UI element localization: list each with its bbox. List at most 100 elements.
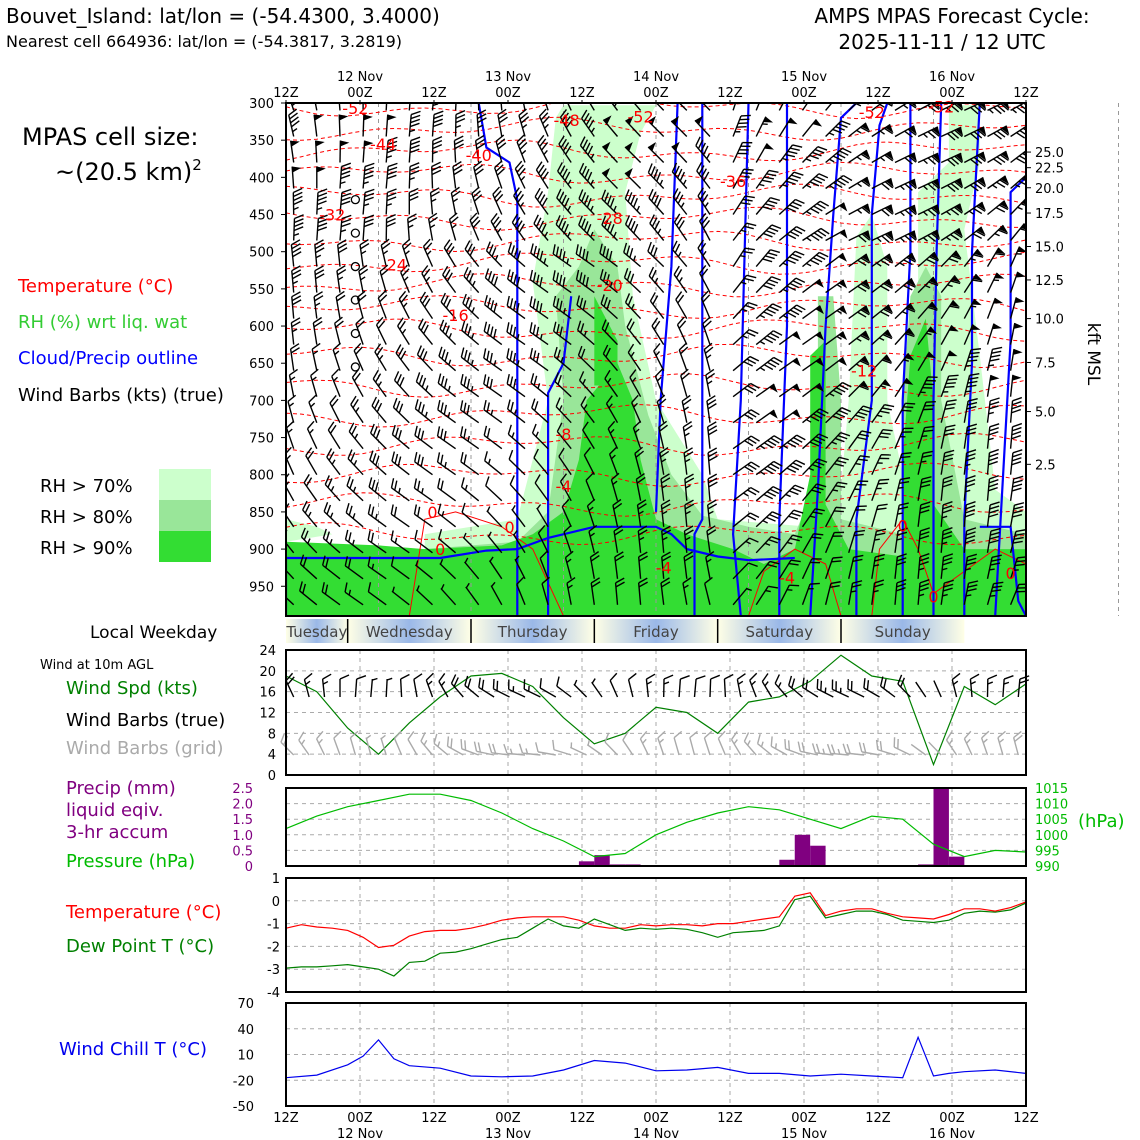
barb-staff (653, 350, 665, 372)
barb-half-flag (654, 277, 659, 284)
wind-barb (940, 275, 961, 294)
barb-pennant (884, 304, 894, 314)
barb-staff (915, 681, 927, 698)
barb-staff (645, 679, 649, 698)
kft-tick-label: 2.5 (1035, 458, 1056, 473)
barb-flag (920, 505, 930, 510)
wind-barb (338, 114, 349, 137)
barb-staff (670, 103, 688, 111)
temperature-contour (286, 295, 1026, 319)
wind-barb (647, 163, 665, 189)
barb-flag (489, 326, 494, 337)
wind-barb (362, 214, 375, 241)
barb-flag (507, 679, 510, 690)
barb-flag (561, 168, 568, 178)
barb-pennant (861, 122, 871, 132)
barb-flag (467, 678, 472, 689)
temperature-label: -44 (370, 135, 396, 154)
wind-barb (506, 269, 526, 294)
barb-flag (943, 553, 954, 558)
wind-barb (490, 581, 503, 606)
wind-barb (440, 584, 457, 606)
wind-barb (875, 739, 896, 756)
wind-barb (497, 108, 508, 137)
wind-barb (407, 213, 418, 241)
wind-barb (917, 276, 939, 294)
barb-flag (866, 680, 870, 691)
barb-flag (290, 343, 300, 350)
wind-barb (624, 167, 642, 189)
wind-barb (367, 530, 387, 554)
barb-half-flag (876, 262, 882, 267)
barb-staff (657, 737, 665, 756)
barb-half-flag (855, 462, 861, 466)
wind-barb (414, 425, 433, 450)
wind-barb (707, 447, 718, 475)
barb-flag (326, 504, 332, 515)
barb-flag (471, 216, 479, 225)
barb-half-flag (363, 203, 370, 207)
barb-staff (802, 686, 819, 698)
barb-staff (569, 746, 587, 756)
barb-flag (518, 223, 525, 233)
wind-barb (303, 473, 318, 502)
wind-barb (627, 672, 637, 698)
barb-flag (842, 743, 847, 754)
barb-flag (998, 204, 1009, 211)
barb-half-flag (528, 685, 530, 692)
barb-pennant (978, 152, 987, 162)
barb-pennant (769, 410, 778, 419)
wind-barb (778, 559, 801, 580)
barb-flag (348, 505, 353, 516)
kft-tick-label: 20.0 (1035, 182, 1064, 197)
barb-staff (694, 103, 711, 111)
barb-half-flag (702, 250, 707, 257)
barb-half-flag (525, 748, 529, 754)
barb-flag (707, 447, 718, 454)
barb-half-flag (613, 103, 618, 107)
barb-staff (732, 103, 741, 111)
wind-barb (894, 152, 917, 165)
wind-barb (507, 242, 526, 268)
wind-barb (940, 424, 956, 449)
wind-barb (755, 103, 766, 111)
barb-flag (495, 193, 504, 203)
barb-flag (400, 294, 408, 304)
barb-flag (769, 513, 779, 520)
barb-flag (390, 530, 394, 541)
barb-flag (964, 512, 975, 518)
kft-tick-label: 25.0 (1035, 146, 1064, 161)
barb-half-flag (638, 510, 644, 515)
wind-barb (286, 420, 295, 449)
cloud-outline (286, 525, 795, 616)
precip-bar (933, 788, 949, 866)
barb-flag (991, 554, 1002, 558)
barb-flag (884, 181, 894, 189)
wind-barb (308, 394, 318, 423)
barb-flag (860, 257, 870, 264)
wind-barb (437, 503, 457, 528)
wind-barb (672, 188, 688, 215)
barb-half-flag (309, 428, 314, 434)
dew-point-line (285, 895, 1027, 977)
wind-barb (351, 369, 364, 398)
barb-staff (894, 103, 915, 111)
barb-flag (743, 361, 753, 367)
barb-half-flag (746, 588, 752, 592)
barb-half-flag (899, 211, 905, 217)
barb-half-flag (1003, 681, 1010, 685)
wind-barb (778, 331, 801, 346)
wind-barb (831, 679, 849, 698)
barb-staff (380, 737, 387, 756)
barb-staff (877, 749, 896, 756)
barb-flag (636, 472, 645, 480)
barb-half-flag (372, 677, 378, 681)
barb-flag (419, 348, 425, 358)
barb-staff (757, 743, 773, 756)
wind-barb (732, 301, 758, 320)
barb-flag (613, 525, 623, 532)
wind-barb (848, 330, 871, 346)
barb-flag (683, 447, 693, 454)
wind-barb (778, 534, 803, 554)
